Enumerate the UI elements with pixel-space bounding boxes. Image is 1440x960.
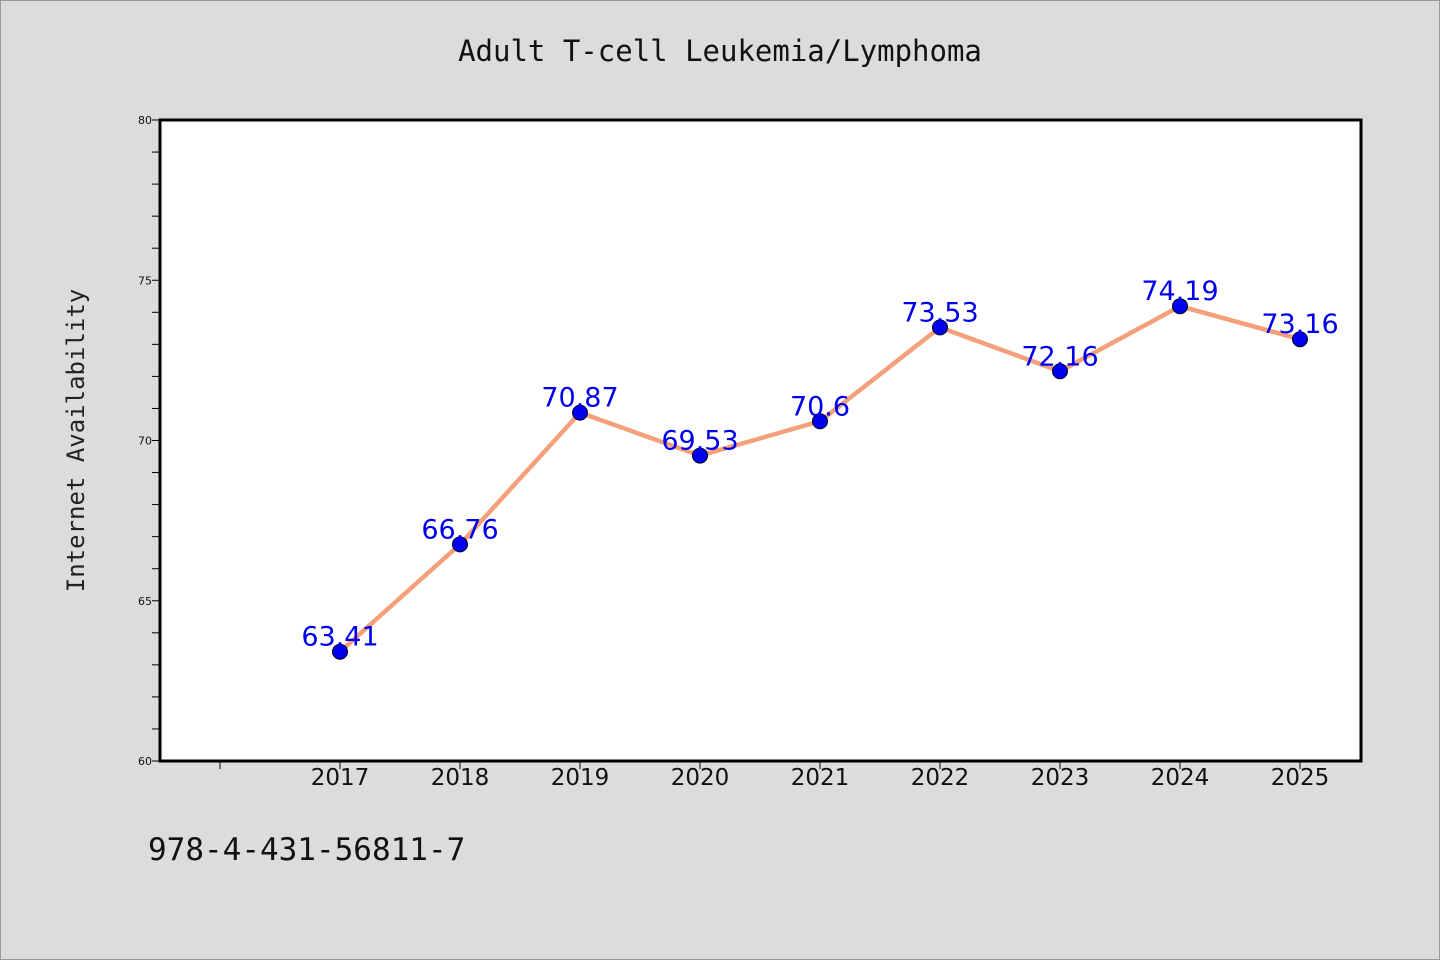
y-axis-label: Internet Availability — [62, 289, 90, 592]
y-tick-label: 60 — [138, 755, 152, 768]
chart-title: Adult T-cell Leukemia/Lymphoma — [458, 34, 982, 68]
x-tick-label: 2018 — [431, 765, 490, 791]
data-point — [812, 413, 828, 430]
x-tick-label: 2017 — [311, 765, 370, 791]
plot-border — [158, 118, 1363, 763]
data-point — [1172, 298, 1188, 315]
y-tick-label: 70 — [138, 435, 152, 448]
data-point — [452, 536, 468, 553]
data-point — [572, 404, 588, 421]
x-axis-ticks: 2017 2018 2019 2020 2021 2022 2023 2024 2025 — [219, 761, 1330, 791]
x-tick-label: 2021 — [791, 765, 850, 791]
data-label: 70.6 — [790, 391, 850, 422]
y-tick-label: 80 — [138, 114, 152, 127]
x-tick-label: 2022 — [911, 765, 970, 791]
data-label: 73.16 — [1261, 309, 1338, 340]
data-label: 69.53 — [661, 426, 738, 457]
isbn-code: 978-4-431-56811-7 — [148, 832, 466, 868]
y-axis-ticks: 60 65 70 75 80 — [138, 114, 160, 768]
x-tick-label: 2024 — [1151, 765, 1210, 791]
x-tick-label: 2025 — [1271, 765, 1330, 791]
data-label: 70.87 — [541, 383, 618, 414]
data-points — [332, 298, 1308, 660]
y-tick-label: 75 — [138, 274, 152, 287]
x-tick-label: 2020 — [671, 765, 730, 791]
data-point — [932, 319, 948, 336]
data-label: 74.19 — [1141, 276, 1218, 307]
data-label: 66.76 — [421, 514, 498, 545]
data-point — [1052, 363, 1068, 380]
data-point — [692, 447, 708, 464]
x-tick-label: 2019 — [551, 765, 610, 791]
x-tick-label: 2023 — [1031, 765, 1090, 791]
data-label: 72.16 — [1021, 341, 1098, 372]
data-point — [1292, 331, 1308, 348]
data-label: 63.41 — [301, 622, 378, 653]
data-point — [332, 643, 348, 660]
y-tick-label: 65 — [138, 595, 152, 608]
data-label: 73.53 — [901, 297, 978, 328]
data-labels: 63.41 66.76 70.87 69.53 70.6 73.53 72.16 74.19 7… — [301, 276, 1338, 652]
